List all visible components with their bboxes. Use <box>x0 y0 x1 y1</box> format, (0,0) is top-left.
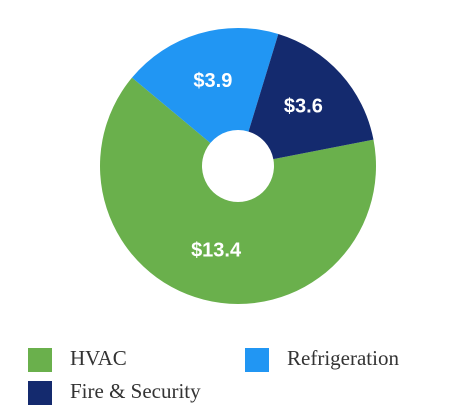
slice <box>99 77 376 305</box>
legend-swatch <box>28 348 52 372</box>
legend-swatch <box>245 348 269 372</box>
legend-label: Fire & Security <box>70 379 201 403</box>
slice <box>248 34 374 160</box>
value-label: $3.9 <box>193 70 232 92</box>
slice <box>131 28 279 143</box>
value-label: $3.6 <box>284 95 323 117</box>
legend-label: Refrigeration <box>287 346 399 370</box>
value-label: $13.4 <box>191 240 242 262</box>
legend-swatch <box>28 381 52 405</box>
legend-label: HVAC <box>70 346 127 370</box>
